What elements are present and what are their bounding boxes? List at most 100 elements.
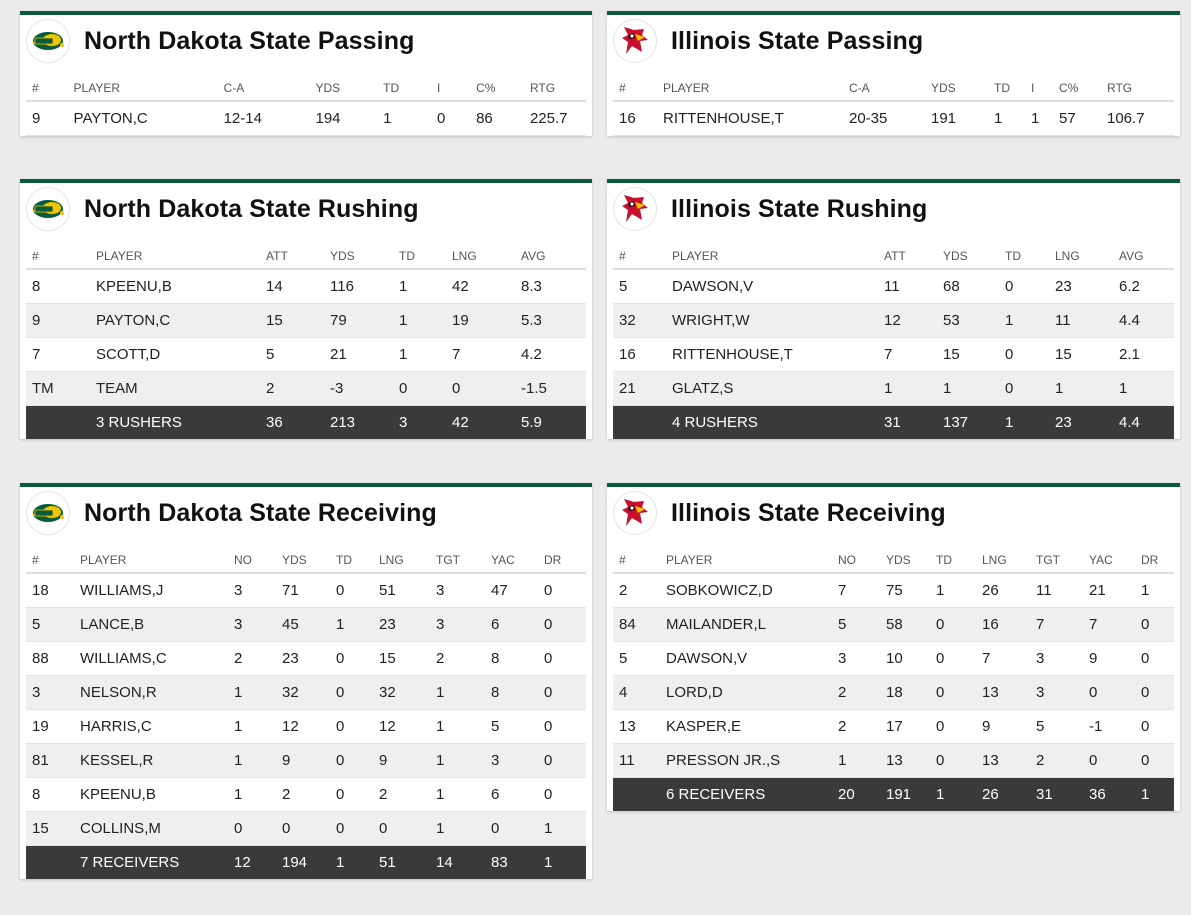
stat-cell: 31 xyxy=(884,405,943,439)
stat-cell: 0 xyxy=(336,641,379,676)
stat-cell: 53 xyxy=(943,303,1005,338)
column-header[interactable]: YDS xyxy=(931,67,994,102)
column-header[interactable]: # xyxy=(613,539,666,574)
column-header[interactable]: RTG xyxy=(529,67,586,102)
column-header[interactable]: C% xyxy=(1059,67,1107,102)
column-header[interactable]: C-A xyxy=(223,67,316,102)
column-header[interactable]: TD xyxy=(994,67,1031,102)
column-header[interactable]: ATT xyxy=(266,235,330,270)
column-header[interactable]: PLAYER xyxy=(663,67,849,102)
isu-passing-card: Illinois State Passing # PLAYER C-A YDS TD I C… xyxy=(607,11,1180,136)
stat-cell: 1 xyxy=(884,371,943,406)
player-cell: RITTENHOUSE,T xyxy=(663,101,849,136)
redbird-logo-icon xyxy=(613,187,657,231)
column-header[interactable]: DR xyxy=(544,539,586,574)
column-header[interactable]: TD xyxy=(383,67,437,102)
stat-cell: 31 xyxy=(1036,777,1089,811)
stat-cell: 3 xyxy=(436,573,491,608)
column-header[interactable]: C-A xyxy=(849,67,931,102)
stat-cell: 2 xyxy=(838,709,886,744)
jersey-number-cell: 19 xyxy=(26,709,80,744)
stat-cell: 18 xyxy=(886,675,936,710)
column-header[interactable]: LNG xyxy=(1055,235,1119,270)
stat-cell: 14 xyxy=(436,845,491,879)
column-header[interactable]: PLAYER xyxy=(73,67,224,102)
column-header[interactable]: TD xyxy=(399,235,452,270)
column-header[interactable]: LNG xyxy=(379,539,436,574)
column-header[interactable]: YDS xyxy=(330,235,399,270)
column-header[interactable]: LNG xyxy=(982,539,1036,574)
stat-cell: 1 xyxy=(383,101,437,136)
column-header[interactable]: RTG xyxy=(1107,67,1174,102)
table-row: 16 RITTENHOUSE,T 20-35 191 1 1 57 106.7 xyxy=(613,101,1174,136)
column-header[interactable]: PLAYER xyxy=(672,235,884,270)
column-header[interactable]: AVG xyxy=(1119,235,1174,270)
stat-cell: 2.1 xyxy=(1119,337,1174,372)
column-header[interactable]: # xyxy=(26,235,96,270)
stat-cell: 1 xyxy=(399,337,452,372)
column-header[interactable]: NO xyxy=(838,539,886,574)
stat-cell: 15 xyxy=(266,303,330,338)
column-header[interactable]: AVG xyxy=(521,235,586,270)
stat-cell: 15 xyxy=(943,337,1005,372)
player-cell: LANCE,B xyxy=(80,607,234,642)
stat-cell: 20 xyxy=(838,777,886,811)
column-header[interactable]: YDS xyxy=(282,539,336,574)
column-header[interactable]: # xyxy=(613,67,663,102)
table-row: 7 SCOTT,D 5 21 1 7 4.2 xyxy=(26,337,586,372)
column-header[interactable]: TGT xyxy=(1036,539,1089,574)
column-header[interactable]: TGT xyxy=(436,539,491,574)
stat-cell: 2 xyxy=(838,675,886,710)
column-header[interactable]: YDS xyxy=(943,235,1005,270)
jersey-number-cell: 11 xyxy=(613,743,666,778)
column-header[interactable]: TD xyxy=(1005,235,1055,270)
card-header: Illinois State Rushing xyxy=(613,183,1174,235)
column-header[interactable]: YDS xyxy=(315,67,384,102)
column-header[interactable]: YDS xyxy=(886,539,936,574)
jersey-number-cell: 32 xyxy=(613,303,672,338)
column-header[interactable]: I xyxy=(1031,67,1059,102)
stat-cell: 0 xyxy=(436,101,477,136)
jersey-number-cell: 16 xyxy=(613,337,672,372)
jersey-number-cell: 8 xyxy=(26,777,80,812)
column-header[interactable]: # xyxy=(613,235,672,270)
column-header[interactable]: # xyxy=(26,67,74,102)
stat-cell: 42 xyxy=(452,269,521,304)
stat-cell: 12 xyxy=(282,709,336,744)
stat-cell: 1 xyxy=(336,845,379,879)
column-header[interactable]: PLAYER xyxy=(96,235,266,270)
jersey-number-cell: 5 xyxy=(613,641,666,676)
column-header[interactable]: TD xyxy=(336,539,379,574)
stat-cell: 3 xyxy=(234,573,282,608)
column-header[interactable]: I xyxy=(436,67,477,102)
stat-cell: 0 xyxy=(544,777,586,812)
column-header[interactable]: TD xyxy=(936,539,982,574)
column-header[interactable]: ATT xyxy=(884,235,943,270)
column-header[interactable]: YAC xyxy=(1089,539,1141,574)
stat-cell: 2 xyxy=(1036,743,1089,778)
card-title: Illinois State Receiving xyxy=(671,498,946,527)
card-title: Illinois State Rushing xyxy=(671,194,928,223)
stat-cell: 2 xyxy=(436,641,491,676)
column-header[interactable]: PLAYER xyxy=(666,539,838,574)
total-row: 6 RECEIVERS 20 191 1 26 31 36 1 xyxy=(613,777,1174,811)
stat-cell: 0 xyxy=(936,709,982,744)
player-cell: NELSON,R xyxy=(80,675,234,710)
column-header[interactable]: # xyxy=(26,539,80,574)
stat-cell: 1 xyxy=(1141,573,1174,608)
stat-cell: 0 xyxy=(1005,371,1055,406)
column-header[interactable]: PLAYER xyxy=(80,539,234,574)
column-header[interactable]: YAC xyxy=(491,539,544,574)
stat-cell: 15 xyxy=(1055,337,1119,372)
jersey-number-cell: 9 xyxy=(26,101,74,136)
stat-cell: 3 xyxy=(399,405,452,439)
stat-cell: 0 xyxy=(336,811,379,846)
redbird-logo-icon xyxy=(613,491,657,535)
column-header[interactable]: NO xyxy=(234,539,282,574)
stats-table: # PLAYER C-A YDS TD I C% RTG 9 PAYTON,C 12-14 194 1 0… xyxy=(26,67,586,136)
column-header[interactable]: C% xyxy=(476,67,530,102)
column-header[interactable]: LNG xyxy=(452,235,521,270)
stat-cell: 0 xyxy=(336,777,379,812)
column-header[interactable]: DR xyxy=(1141,539,1174,574)
stat-cell: 9 xyxy=(982,709,1036,744)
